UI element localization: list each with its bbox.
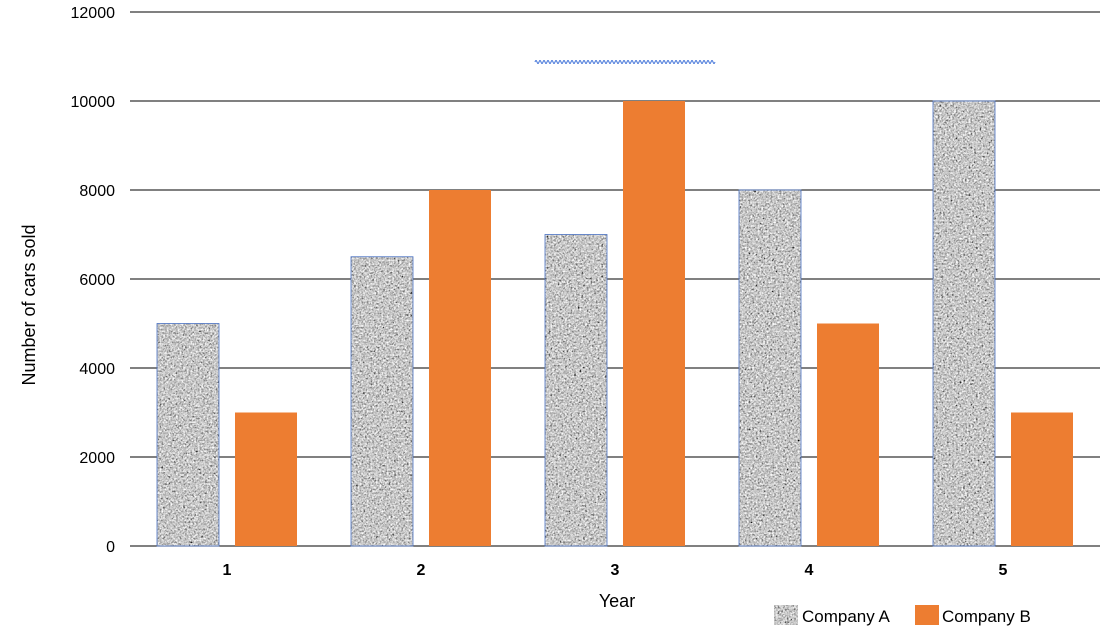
legend-swatch-company-a — [774, 605, 798, 625]
y-tick-label: 0 — [106, 539, 115, 556]
bar-company-a — [545, 234, 607, 546]
legend-label-company-b: Company B — [942, 607, 1031, 626]
x-tick-label: 5 — [999, 562, 1008, 579]
legend-label-company-a: Company A — [802, 607, 891, 626]
bar-outline — [544, 234, 608, 547]
y-tick-label: 12000 — [71, 5, 116, 22]
y-tick-label: 10000 — [71, 94, 116, 111]
bar-company-a — [351, 256, 413, 546]
legend: Company A Company B — [774, 605, 1031, 626]
bar-company-a — [739, 190, 801, 546]
bar-outline — [350, 256, 414, 547]
y-axis-title: Number of cars sold — [19, 224, 39, 385]
x-tick-label: 2 — [417, 562, 426, 579]
bar-outline — [932, 100, 996, 547]
bar-company-b — [429, 190, 491, 546]
y-axis-ticks: 0 2000 4000 6000 8000 10000 12000 — [71, 5, 116, 556]
legend-swatch-company-b — [915, 605, 939, 625]
x-axis-ticks: 1 2 3 4 5 — [223, 562, 1008, 579]
bar-company-b — [1011, 412, 1073, 546]
bar-company-b — [817, 323, 879, 546]
x-tick-label: 3 — [611, 562, 620, 579]
bar-outline — [156, 323, 220, 547]
x-tick-label: 1 — [223, 562, 232, 579]
bar-outline — [738, 189, 802, 547]
y-tick-label: 4000 — [79, 361, 115, 378]
bar-company-a — [933, 101, 995, 546]
y-tick-label: 8000 — [79, 183, 115, 200]
bar-company-b — [623, 101, 685, 546]
bar-company-b — [235, 412, 297, 546]
y-tick-label: 6000 — [79, 272, 115, 289]
y-tick-label: 2000 — [79, 450, 115, 467]
bar-company-a — [157, 323, 219, 546]
x-tick-label: 4 — [805, 562, 814, 579]
spelling-squiggle — [534, 60, 716, 64]
bars — [156, 100, 1073, 547]
x-axis-title: Year — [599, 591, 635, 611]
